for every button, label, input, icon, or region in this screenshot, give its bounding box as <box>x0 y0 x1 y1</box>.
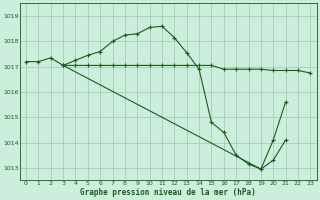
X-axis label: Graphe pression niveau de la mer (hPa): Graphe pression niveau de la mer (hPa) <box>80 188 256 197</box>
